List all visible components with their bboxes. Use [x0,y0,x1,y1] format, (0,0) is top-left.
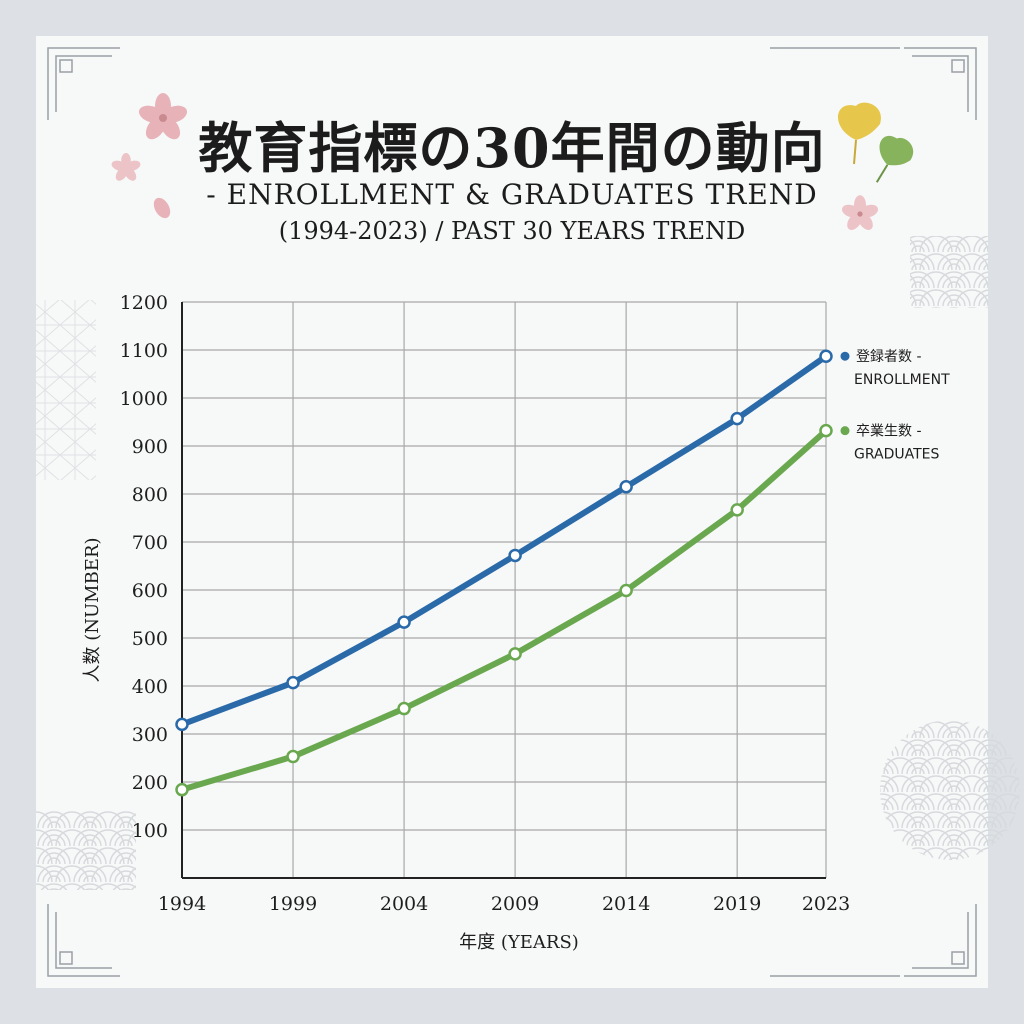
legend-marker-enrollment [840,351,850,361]
y-tick-label: 900 [132,436,168,458]
seigaiha-wave-pattern-right-top [910,236,988,308]
x-tick-label: 2004 [380,893,428,915]
x-tick-label: 1994 [158,893,206,915]
y-tick-label: 100 [132,820,168,842]
series-line-graduates [179,427,829,793]
x-tick-label: 2014 [602,893,650,915]
data-point-enrollment [175,717,189,732]
y-tick-label: 1100 [120,340,168,362]
seigaiha-wave-pattern-left-bottom [36,810,136,890]
data-point-enrollment [619,480,633,494]
sakura-flower-icon [111,153,141,181]
y-tick-label: 1000 [120,388,168,410]
sakura-flower-icon [841,195,879,230]
chart-subtitle-line-2: (1994-2023) / PAST 30 YEARS TREND [278,217,746,245]
data-point-graduates [508,647,522,661]
series-line-enrollment [179,353,829,728]
x-tick-label: 2019 [713,893,761,915]
corner-ornament-top-right [770,47,977,120]
data-point-enrollment [819,349,833,363]
data-point-enrollment [508,548,522,563]
data-point-graduates [619,583,633,598]
y-tick-label: 400 [132,676,168,698]
ginkgo-leaf-icon [837,102,881,165]
y-tick-label: 500 [132,628,168,650]
chart-title: 教育指標の30年間の動向 [198,116,826,180]
x-axis-label: 年度 (YEARS) [459,932,579,953]
data-point-graduates [286,749,300,764]
legend-label-enrollment: 登録者数 - [856,349,922,365]
seigaiha-wave-pattern-right-bottom [880,720,1020,860]
sakura-flower-icon [138,93,188,140]
chart-subtitle-line-1: - ENROLLMENT & GRADUATES TREND [206,178,818,211]
x-tick-label: 2023 [802,893,850,915]
legend-label-graduates: 卒業生数 - [856,424,922,440]
y-tick-label: 300 [132,724,168,746]
data-point-enrollment [730,411,744,426]
asanoha-pattern-left [36,300,96,480]
data-point-enrollment [397,615,411,629]
corner-ornament-bottom-right [770,904,977,977]
corner-ornament-top-left [47,47,120,120]
x-tick-label: 1999 [269,893,317,915]
chart-card [36,36,988,988]
legend-marker-graduates [840,426,850,436]
data-point-graduates [819,423,833,438]
sakura-petal-icon [153,197,171,219]
y-axis-label: 人数 (NUMBER) [82,537,103,682]
y-tick-label: 600 [132,580,168,602]
corner-ornament-bottom-left [47,904,120,977]
legend-label-graduates-english: GRADUATES [854,447,940,463]
legend-label-enrollment-english: ENROLLMENT [854,372,950,388]
y-tick-label: 700 [132,532,168,554]
x-tick-label: 2009 [491,893,539,915]
y-tick-label: 200 [132,772,168,794]
data-point-enrollment [286,675,300,690]
data-point-graduates [730,503,744,517]
grid-lines [181,301,827,878]
ginkgo-leaf-icon [875,136,914,183]
data-point-graduates [397,701,411,716]
y-tick-label: 800 [132,484,168,506]
y-tick-label: 1200 [120,292,168,314]
data-point-graduates [175,782,189,797]
